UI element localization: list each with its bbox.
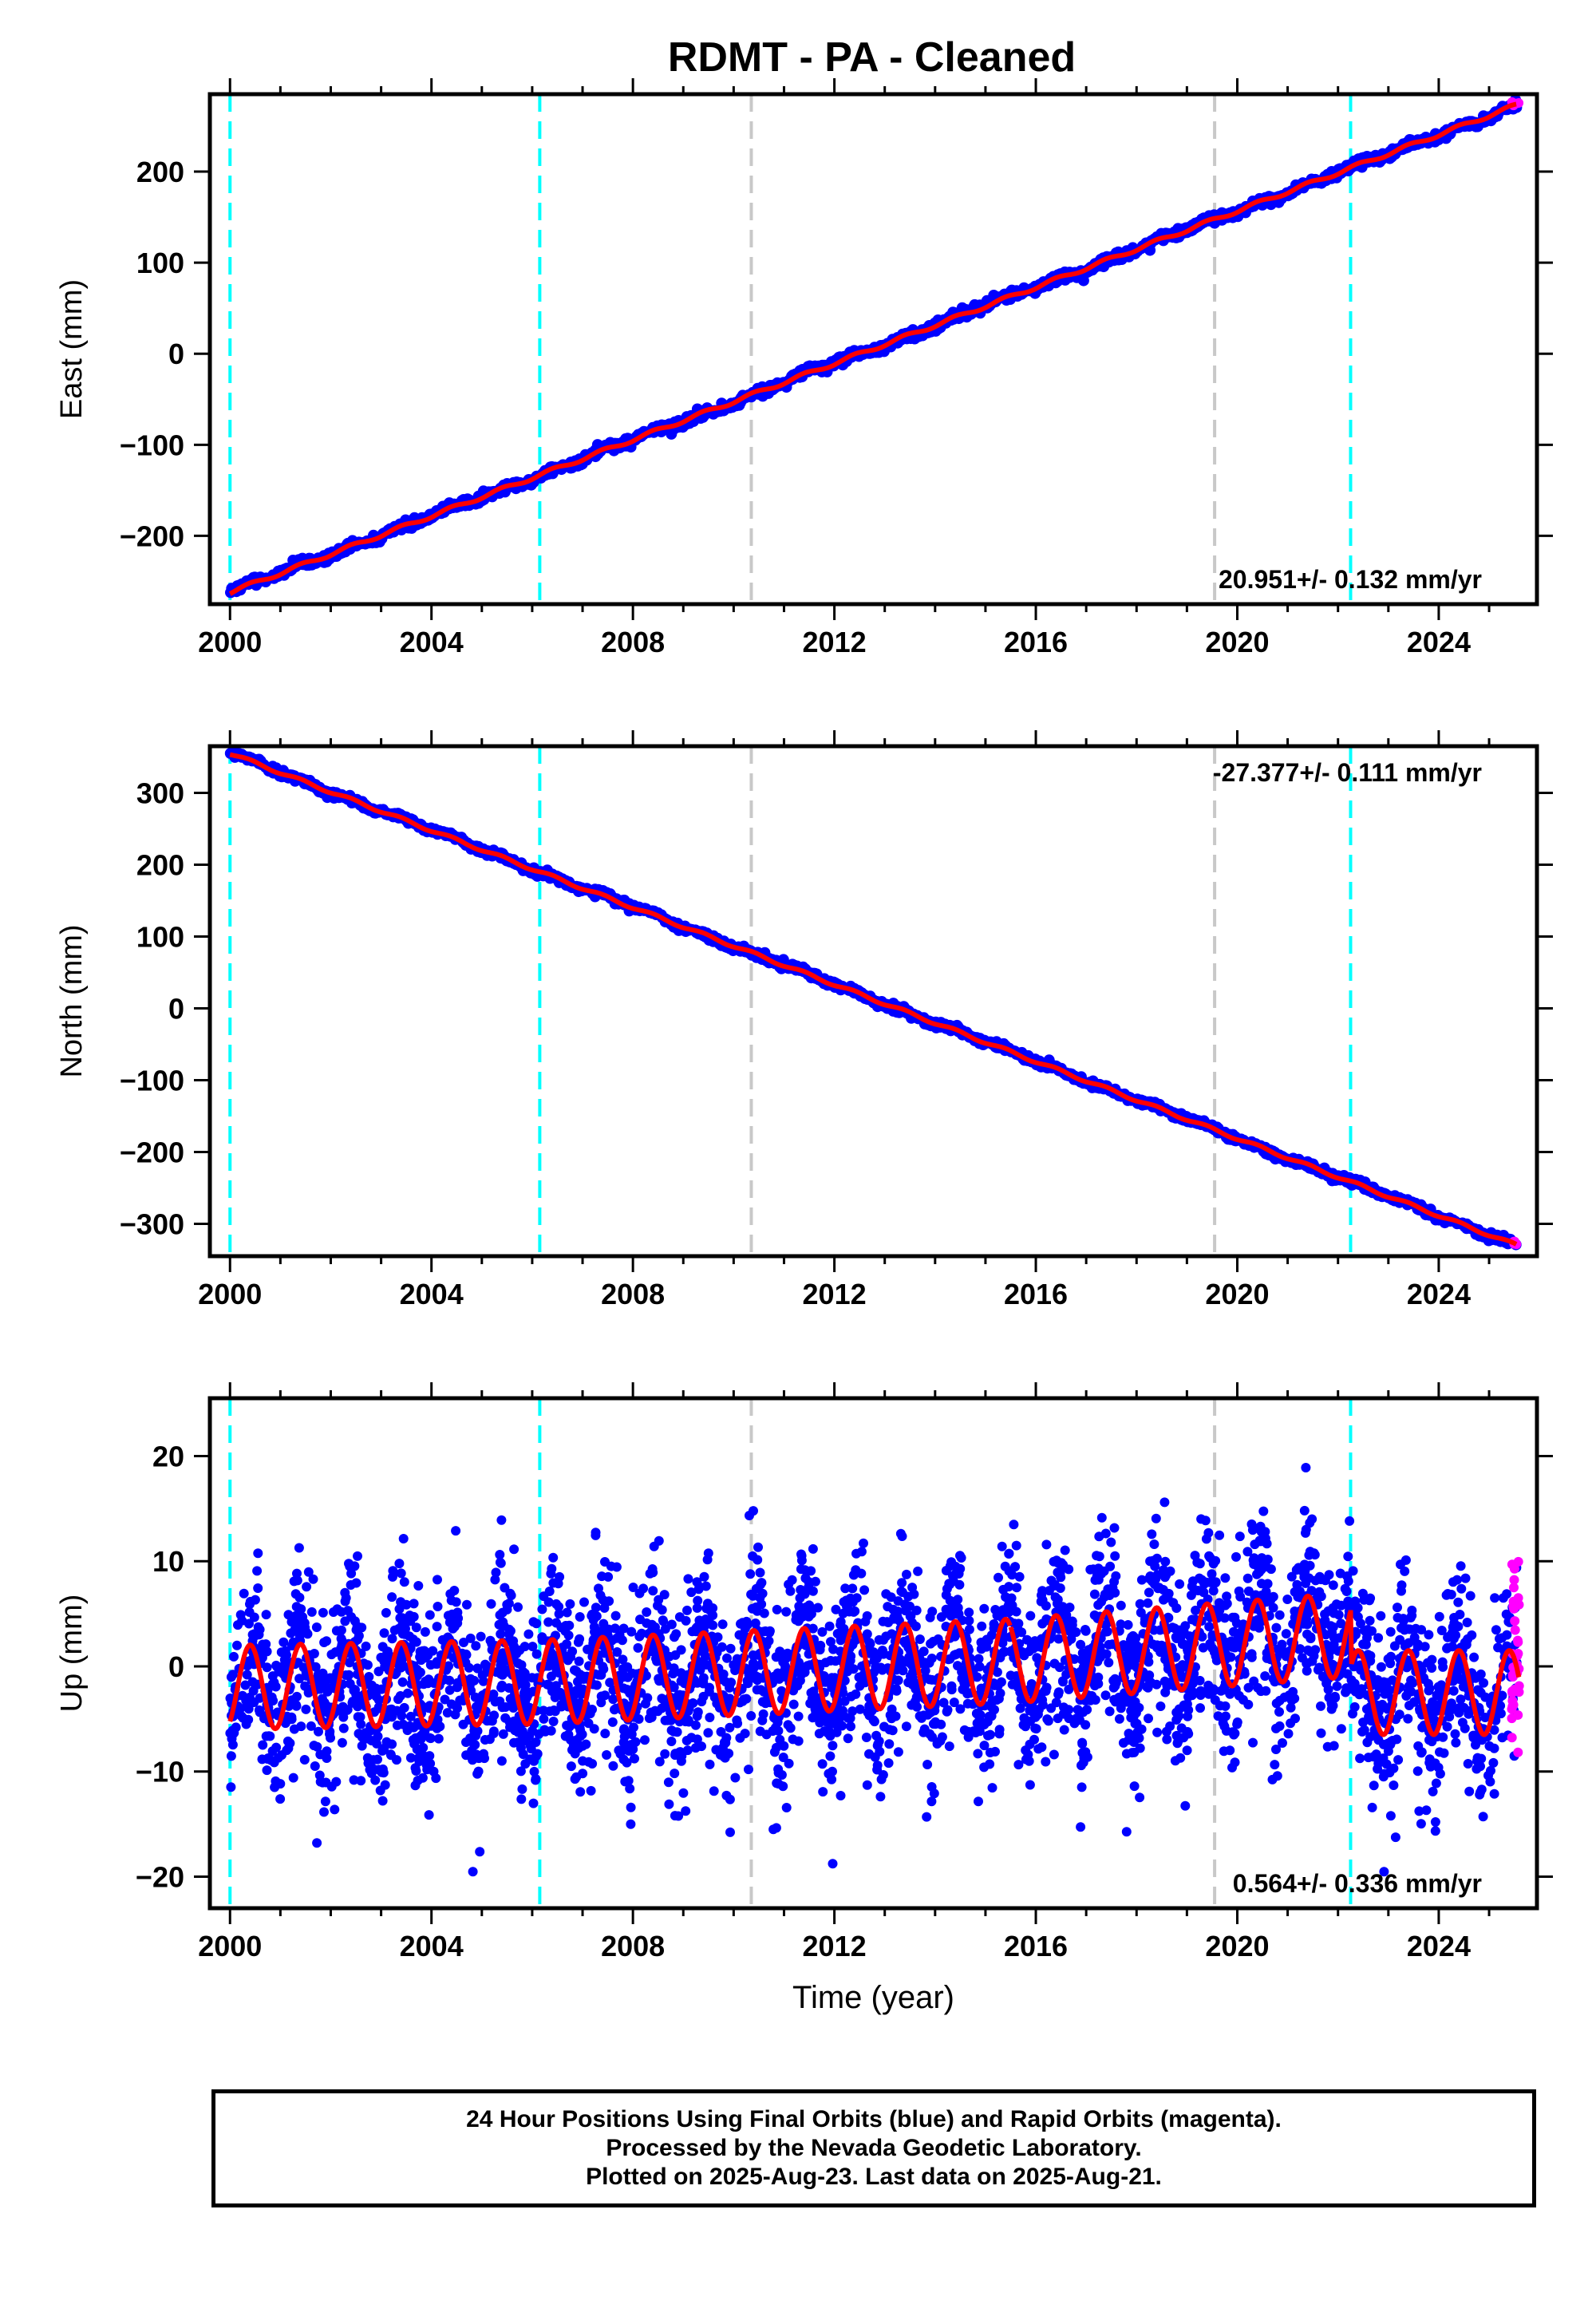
up-x-tick-label: 2024 xyxy=(1407,1930,1471,1962)
up-plot-area xyxy=(225,1398,1524,1908)
up-y-tick-label: 20 xyxy=(152,1440,184,1472)
north-x-tick-label: 2020 xyxy=(1205,1278,1269,1310)
up-panel: 2000 2004 2008 2012 2016 2020 2024 −20 −10 0 10 20 U… xyxy=(55,1382,1553,2015)
up-x-tick-label: 2008 xyxy=(601,1930,665,1962)
north-y-tick-label: −300 xyxy=(120,1208,184,1241)
up-x-tick-label: 2000 xyxy=(198,1930,262,1962)
up-final-orbit-points xyxy=(225,1463,1522,1877)
up-x-tick-label: 2020 xyxy=(1205,1930,1269,1962)
up-y-tick-label: −20 xyxy=(136,1860,184,1893)
east-plot-area xyxy=(225,94,1524,604)
north-y-tick-label: −100 xyxy=(120,1065,184,1097)
east-x-tick-label: 2008 xyxy=(601,626,665,658)
up-x-tick-label: 2004 xyxy=(400,1930,464,1962)
east-x-tick-label: 2000 xyxy=(198,626,262,658)
east-rate-label: 20.951+/- 0.132 mm/yr xyxy=(1219,565,1482,594)
north-rate-label: -27.377+/- 0.111 mm/yr xyxy=(1213,758,1482,787)
footer-info-box: 24 Hour Positions Using Final Orbits (bl… xyxy=(211,2089,1536,2207)
east-x-tick-label: 2016 xyxy=(1004,626,1068,658)
up-x-axis-label: Time (year) xyxy=(792,1980,954,2015)
north-frame xyxy=(207,744,1539,1259)
north-plot-area xyxy=(224,746,1522,1256)
north-y-axis-label: North (mm) xyxy=(55,924,89,1077)
east-x-tick-label: 2024 xyxy=(1407,626,1471,658)
up-model-fit-line xyxy=(227,1593,1522,1737)
east-y-axis-label: East (mm) xyxy=(55,279,89,419)
east-panel: 2000 2004 2008 2012 2016 2020 2024 −200 −100 0 100… xyxy=(55,78,1553,658)
north-panel: 2000 2004 2008 2012 2016 2020 2024−300−200−100… xyxy=(55,730,1553,1310)
up-y-tick-label: 10 xyxy=(152,1545,184,1578)
north-x-tick-label: 2000 xyxy=(198,1278,262,1310)
up-rate-label: 0.564+/- 0.336 mm/yr xyxy=(1233,1869,1482,1898)
east-x-tick-label: 2012 xyxy=(803,626,867,658)
east-y-tick-label: 0 xyxy=(168,338,184,370)
east-y-tick-label: 200 xyxy=(136,156,184,188)
up-x-tick-label: 2012 xyxy=(803,1930,867,1962)
footer-line-orbits: 24 Hour Positions Using Final Orbits (bl… xyxy=(466,2106,1282,2132)
chart-title: RDMT - PA - Cleaned xyxy=(667,34,1077,81)
up-x-tick-label: 2016 xyxy=(1004,1930,1068,1962)
up-y-tick-label: 0 xyxy=(168,1650,184,1683)
east-frame xyxy=(207,92,1539,607)
up-frame xyxy=(207,1396,1539,1911)
north-model-fit-line xyxy=(229,752,1518,1247)
north-y-tick-label: 0 xyxy=(168,993,184,1026)
east-x-tick-label: 2020 xyxy=(1205,626,1269,658)
up-y-tick-label: −10 xyxy=(136,1756,184,1788)
east-y-tick-label: −200 xyxy=(120,520,184,552)
north-x-tick-label: 2004 xyxy=(400,1278,464,1310)
north-y-tick-label: 200 xyxy=(136,849,184,882)
footer-line-plotted: Plotted on 2025-Aug-23. Last data on 202… xyxy=(586,2164,1162,2190)
north-x-tick-label: 2024 xyxy=(1407,1278,1471,1310)
footer-line-processed: Processed by the Nevada Geodetic Laborat… xyxy=(606,2135,1142,2161)
north-y-tick-label: −200 xyxy=(120,1136,184,1169)
east-y-tick-label: 100 xyxy=(136,247,184,279)
north-x-tick-label: 2016 xyxy=(1004,1278,1068,1310)
north-y-tick-label: 100 xyxy=(136,921,184,954)
east-x-tick-label: 2004 xyxy=(400,626,464,658)
east-y-tick-label: −100 xyxy=(120,429,184,461)
north-x-tick-label: 2012 xyxy=(803,1278,867,1310)
north-y-tick-label: 300 xyxy=(136,777,184,810)
up-y-axis-label: Up (mm) xyxy=(55,1595,89,1713)
north-x-tick-label: 2008 xyxy=(601,1278,665,1310)
east-model-fit-line xyxy=(228,101,1517,596)
